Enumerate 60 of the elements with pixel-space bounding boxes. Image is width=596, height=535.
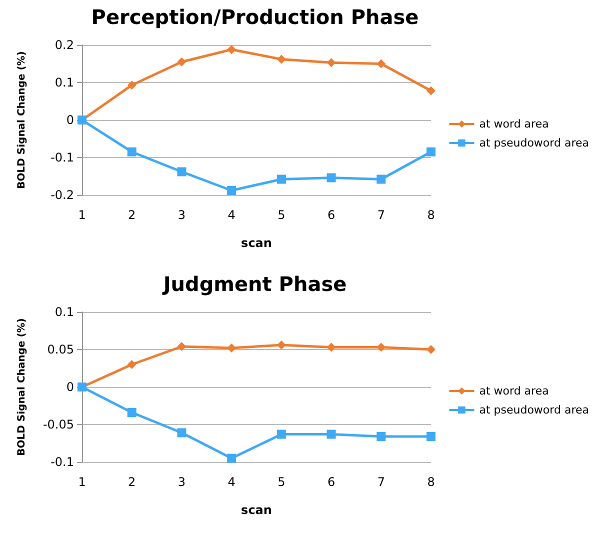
point [177, 57, 186, 66]
chart-title: Perception/Production Phase [91, 5, 419, 29]
y-tick-label: -0.1 [50, 455, 74, 469]
x-tick-label: 8 [427, 208, 435, 222]
x-tick-label: 1 [78, 208, 86, 222]
point [177, 428, 186, 438]
x-tick-label: 4 [228, 475, 236, 489]
x-tick-label: 5 [278, 475, 286, 489]
y-tick-label: -0.05 [42, 418, 74, 432]
x-tick-label: 6 [327, 208, 336, 222]
x-tick-label: 3 [178, 208, 186, 222]
point [326, 173, 336, 182]
point [426, 345, 436, 354]
legend-label: at word area [479, 384, 549, 398]
point [376, 59, 386, 68]
point [426, 147, 436, 156]
point [276, 430, 286, 439]
x-tick-label: 7 [377, 475, 385, 489]
x-axis-title: scan [241, 236, 272, 250]
y-tick-label: 0.2 [54, 38, 74, 52]
legend-label: at pseudoword area [479, 136, 589, 150]
point [426, 432, 436, 441]
point [227, 45, 236, 54]
x-tick-label: 8 [427, 475, 435, 489]
y-tick-label: 0 [66, 380, 74, 394]
legend-label: at pseudoword area [479, 404, 589, 416]
point [127, 147, 136, 156]
point [376, 432, 386, 441]
point [276, 54, 286, 64]
y-tick-label: -0.1 [50, 150, 74, 164]
y-axis-title: BOLD Signal Change (%) [16, 318, 28, 456]
point [127, 360, 136, 369]
y-tick-label: 0.1 [54, 76, 74, 90]
y-tick-label: 0.05 [47, 342, 74, 356]
x-tick-label: 2 [128, 475, 136, 489]
x-axis-title: scan [241, 503, 272, 517]
point [376, 174, 386, 184]
y-tick-label: 0.1 [54, 305, 74, 319]
y-tick-label: -0.2 [50, 188, 74, 202]
x-tick-label: 7 [377, 208, 385, 222]
point [326, 58, 336, 68]
x-tick-label: 6 [327, 475, 336, 489]
x-tick-label: 5 [278, 208, 286, 222]
point [426, 86, 436, 96]
x-tick-label: 1 [78, 475, 86, 489]
legend-label: at word area [479, 118, 549, 130]
point [276, 174, 286, 184]
x-tick-label: 3 [178, 475, 186, 489]
x-tick-label: 4 [228, 208, 236, 222]
point [127, 80, 136, 90]
y-tick-label: 0 [66, 113, 74, 127]
point [127, 408, 136, 417]
chart-title: Judgment Phase [161, 272, 347, 296]
point [326, 430, 336, 439]
y-axis-title: BOLD Signal Change (%) [16, 51, 28, 189]
point [177, 167, 186, 176]
x-tick-label: 2 [128, 208, 136, 222]
point [227, 186, 236, 195]
point [177, 342, 186, 351]
point [227, 454, 236, 463]
